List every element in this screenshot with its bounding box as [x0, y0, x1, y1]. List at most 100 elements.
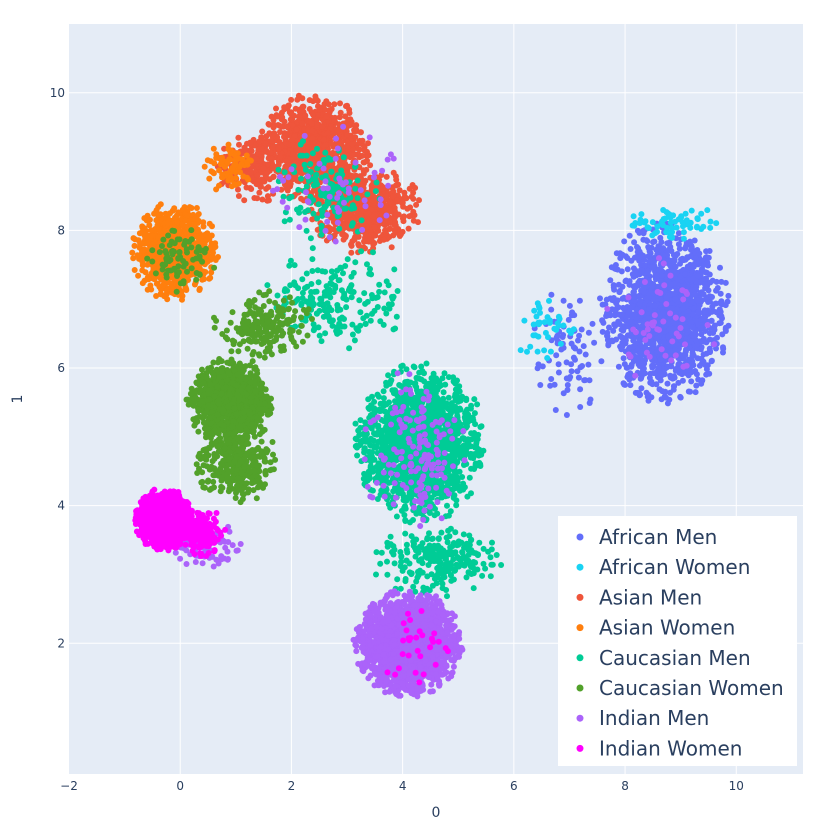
scatter-point: [379, 185, 386, 192]
scatter-point: [695, 297, 702, 304]
scatter-point: [708, 357, 715, 364]
scatter-point: [711, 322, 718, 329]
scatter-point: [646, 306, 653, 313]
scatter-point: [351, 236, 358, 243]
scatter-point: [277, 129, 283, 135]
scatter-point: [659, 222, 666, 229]
scatter-point: [299, 120, 306, 127]
scatter-point: [690, 275, 697, 282]
scatter-point: [566, 302, 573, 309]
scatter-point: [323, 113, 330, 120]
scatter-point: [346, 106, 353, 113]
scatter-point: [631, 222, 638, 229]
scatter-point: [157, 291, 164, 298]
scatter-point: [627, 382, 634, 389]
scatter-point: [653, 246, 660, 253]
scatter-point: [638, 375, 645, 382]
scatter-point: [671, 268, 678, 275]
scatter-point: [687, 388, 694, 395]
scatter-point: [713, 278, 720, 285]
scatter-point: [521, 317, 528, 324]
scatter-point: [696, 362, 703, 369]
scatter-point: [668, 248, 675, 254]
scatter-point: [328, 162, 335, 169]
scatter-point: [654, 335, 661, 342]
scatter-point: [671, 383, 678, 390]
scatter-point: [212, 243, 219, 250]
scatter-point: [591, 339, 598, 346]
scatter-point: [706, 248, 713, 254]
scatter-point: [701, 275, 708, 282]
scatter-point: [657, 377, 664, 384]
scatter-point: [324, 129, 331, 136]
scatter-point: [206, 235, 213, 242]
scatter-point: [599, 328, 606, 335]
scatter-point: [631, 254, 638, 261]
scatter-point: [615, 363, 622, 370]
scatter-point: [337, 100, 343, 107]
scatter-point: [691, 237, 698, 244]
scatter-point: [577, 386, 584, 393]
scatter-point: [702, 362, 709, 368]
scatter-point: [613, 336, 620, 343]
scatter-point: [668, 281, 675, 288]
scatter-point: [663, 394, 669, 401]
scatter-point: [173, 212, 180, 219]
scatter-point: [212, 257, 219, 263]
scatter-point: [342, 113, 349, 120]
scatter-point: [689, 324, 696, 331]
scatter-point: [638, 385, 645, 392]
scatter-point: [630, 337, 637, 344]
scatter-point: [725, 292, 732, 299]
scatter-point: [645, 391, 652, 398]
scatter-point: [245, 176, 252, 183]
series-african-women: [517, 207, 720, 361]
scatter-point: [355, 152, 362, 159]
scatter-point: [697, 324, 704, 331]
scatter-point: [661, 215, 668, 222]
scatter-point: [352, 134, 359, 141]
scatter-point: [547, 382, 554, 389]
scatter-point: [709, 303, 716, 310]
scatter-point: [394, 197, 401, 204]
scatter-point: [706, 370, 713, 377]
scatter-point: [309, 127, 316, 134]
scatter-point: [531, 307, 538, 314]
scatter-point: [702, 308, 709, 315]
scatter-point: [722, 279, 729, 286]
scatter-point: [582, 351, 589, 358]
scatter-point: [603, 296, 610, 303]
scatter-point: [570, 326, 577, 333]
scatter-point: [393, 513, 400, 520]
scatter-point: [142, 269, 149, 276]
scatter-point: [313, 96, 320, 103]
scatter-point: [260, 165, 267, 172]
scatter-point: [140, 228, 147, 235]
scatter-point: [154, 222, 161, 229]
scatter-point: [548, 376, 555, 382]
scatter-point: [229, 166, 236, 173]
scatter-point: [682, 352, 689, 359]
scatter-point: [388, 244, 395, 251]
scatter-point: [267, 149, 274, 156]
scatter-point: [690, 305, 697, 312]
scatter-point: [669, 234, 676, 241]
scatter-point: [268, 137, 275, 144]
scatter-point: [367, 162, 374, 169]
scatter-point: [605, 342, 612, 349]
scatter-point: [254, 195, 261, 202]
scatter-point: [660, 245, 667, 252]
scatter-point: [306, 118, 313, 125]
scatter-points: [129, 92, 732, 700]
scatter-point: [537, 309, 543, 316]
scatter-point: [160, 282, 167, 289]
scatter-point: [200, 223, 207, 230]
scatter-point: [672, 367, 679, 374]
scatter-point: [644, 269, 651, 276]
scatter-point: [667, 348, 674, 355]
scatter-point: [568, 368, 575, 375]
scatter-point: [541, 347, 548, 354]
scatter-point: [396, 187, 403, 194]
scatter-point: [568, 340, 575, 347]
scatter-point: [380, 388, 387, 395]
